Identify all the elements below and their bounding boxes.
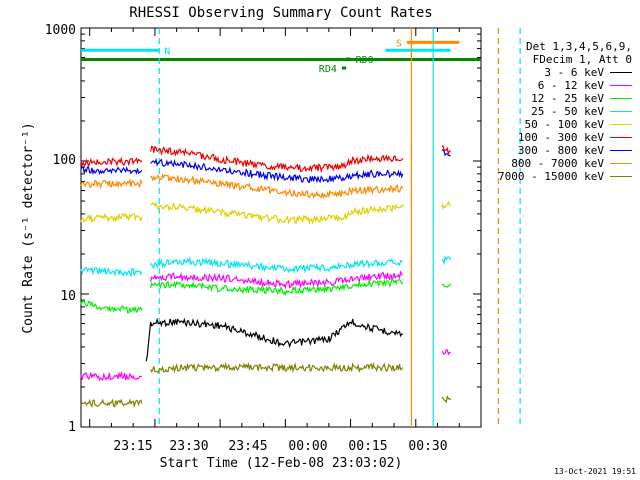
series-line: [150, 173, 404, 200]
flag-label: RD4: [319, 64, 337, 75]
observing-flags: N S RD0 RD4: [81, 28, 521, 427]
series-line: [80, 398, 143, 408]
series-line: [441, 394, 452, 404]
legend-swatch: [610, 72, 632, 73]
legend-item: 300 - 800 keV: [462, 144, 632, 157]
series-line: [150, 270, 404, 290]
legend-swatch: [610, 98, 632, 99]
axis-ticks: [81, 28, 482, 428]
legend-swatch: [610, 124, 632, 125]
series-line: [441, 145, 451, 157]
x-axis-label: Start Time (12-Feb-08 23:03:02): [160, 456, 403, 471]
legend-swatch: [610, 163, 632, 164]
x-tick-label: 00:15: [348, 439, 387, 454]
legend-header-line: Det 1,3,4,5,6,9,: [526, 40, 632, 53]
legend-item: 800 - 7000 keV: [462, 157, 632, 170]
legend-swatch: [610, 176, 632, 177]
legend-label: 12 - 25 keV: [531, 92, 604, 105]
y-axis-label: Count Rate (s⁻¹ detector⁻¹): [21, 122, 36, 333]
series-line: [441, 283, 452, 288]
legend-item: 25 - 50 keV: [462, 105, 632, 118]
y-tick-labels: 1 10 100 1000: [45, 23, 76, 435]
legend-header-line: FDecim 1, Att 0: [532, 53, 632, 66]
legend-swatch: [610, 111, 632, 112]
series-line: [150, 201, 404, 225]
series-line: [80, 212, 143, 224]
y-tick-label: 1: [68, 420, 76, 435]
series-line: [145, 317, 403, 362]
series-line: [80, 178, 143, 190]
legend-item: 6 - 12 keV: [462, 79, 632, 92]
legend-label: 7000 - 15000 keV: [498, 170, 604, 183]
legend-item: 12 - 25 keV: [462, 92, 632, 105]
x-tick-label: 00:00: [288, 439, 327, 454]
flag-label: N: [164, 46, 170, 57]
x-tick-label: 23:30: [169, 439, 208, 454]
legend-label: 3 - 6 keV: [544, 66, 604, 79]
legend-item: 7000 - 15000 keV: [462, 170, 632, 183]
series-line: [441, 149, 451, 157]
series-line: [150, 256, 403, 274]
footer-date: 13-Oct-2021 19:51: [554, 467, 636, 476]
series-line: [80, 299, 143, 315]
chart-title: RHESSI Observing Summary Count Rates: [129, 5, 432, 21]
series-line: [150, 145, 404, 174]
y-tick-label: 10: [60, 289, 76, 304]
legend-label: 800 - 7000 keV: [511, 157, 604, 170]
series-line: [80, 370, 142, 382]
x-tick-label: 23:45: [228, 439, 267, 454]
plot-frame: [80, 27, 482, 428]
legend: Det 1,3,4,5,6,9, FDecim 1, Att 0 3 - 6 k…: [462, 40, 632, 183]
series-line: [441, 200, 451, 210]
legend-item: 100 - 300 keV: [462, 131, 632, 144]
legend-swatch: [610, 137, 632, 138]
series-line: [150, 361, 404, 374]
y-tick-label: 1000: [45, 23, 76, 38]
legend-label: 100 - 300 keV: [517, 131, 604, 144]
x-tick-labels: 23:15 23:30 23:45 00:00 00:15 00:30: [113, 439, 447, 454]
legend-label: 50 - 100 keV: [524, 118, 604, 131]
legend-swatch: [610, 150, 632, 151]
legend-label: 300 - 800 keV: [517, 144, 604, 157]
series-layer: [80, 145, 452, 408]
legend-label: 25 - 50 keV: [531, 105, 604, 118]
x-tick-label: 23:15: [113, 439, 152, 454]
series-line: [80, 266, 143, 278]
series-line: [80, 156, 143, 168]
x-tick-label: 00:30: [408, 439, 447, 454]
series-line: [441, 349, 451, 356]
y-tick-label: 100: [53, 153, 76, 168]
legend-item: 3 - 6 keV: [462, 66, 632, 79]
legend-label: 6 - 12 keV: [537, 79, 604, 92]
legend-item: 50 - 100 keV: [462, 118, 632, 131]
series-line: [80, 165, 143, 176]
legend-swatch: [610, 85, 632, 86]
flag-label: S: [396, 38, 402, 49]
series-line: [150, 157, 404, 184]
series-line: [150, 278, 404, 297]
flag-label: RD0: [356, 55, 374, 66]
series-line: [441, 255, 452, 266]
